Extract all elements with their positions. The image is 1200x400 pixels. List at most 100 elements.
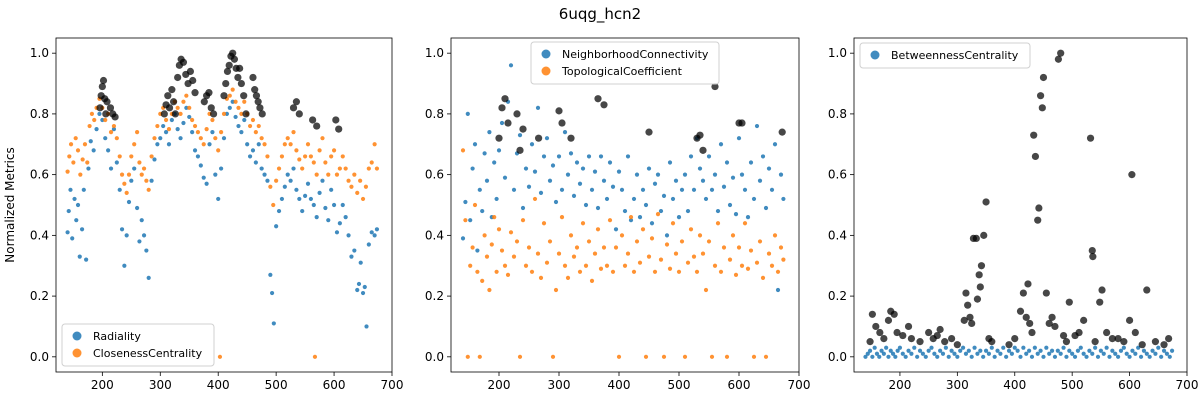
data-point bbox=[502, 263, 508, 268]
data-point bbox=[119, 227, 125, 232]
highlight-point bbox=[976, 283, 984, 291]
data-point bbox=[526, 245, 532, 250]
data-point bbox=[601, 178, 607, 183]
data-point bbox=[356, 281, 362, 287]
data-point bbox=[374, 166, 380, 171]
data-point bbox=[312, 354, 318, 359]
data-point bbox=[463, 199, 468, 205]
data-point bbox=[718, 142, 724, 147]
highlight-point bbox=[165, 104, 174, 112]
data-point bbox=[274, 178, 279, 183]
data-point bbox=[88, 139, 93, 144]
highlight-point bbox=[258, 110, 266, 118]
data-point bbox=[124, 233, 129, 238]
data-point bbox=[730, 233, 736, 238]
highlight-point bbox=[332, 116, 340, 124]
data-point bbox=[465, 111, 470, 117]
highlight-point bbox=[558, 119, 566, 127]
legend-marker bbox=[72, 331, 82, 341]
data-point bbox=[886, 354, 891, 359]
highlight-point bbox=[567, 134, 575, 142]
data-point bbox=[132, 142, 137, 147]
data-point bbox=[294, 187, 299, 192]
data-point bbox=[568, 233, 574, 238]
data-point bbox=[709, 187, 715, 192]
data-point bbox=[253, 130, 258, 135]
data-point bbox=[757, 178, 763, 183]
x-tick-label: 300 bbox=[548, 378, 571, 392]
data-point bbox=[867, 348, 873, 353]
legend-box bbox=[61, 323, 215, 367]
data-point bbox=[526, 184, 532, 189]
data-point bbox=[1093, 345, 1098, 350]
data-point bbox=[184, 93, 189, 98]
data-point bbox=[610, 269, 616, 274]
data-point bbox=[715, 221, 721, 226]
data-point bbox=[262, 142, 267, 147]
data-point bbox=[308, 196, 313, 202]
data-point bbox=[601, 245, 607, 250]
legend-label: ClosenessCentrality bbox=[93, 347, 203, 360]
data-point bbox=[781, 257, 786, 262]
data-point bbox=[517, 133, 523, 138]
data-point bbox=[465, 354, 470, 359]
data-point bbox=[210, 130, 215, 135]
data-point bbox=[166, 142, 172, 147]
data-point bbox=[631, 196, 637, 202]
data-point bbox=[230, 99, 235, 104]
data-point bbox=[216, 196, 221, 202]
highlight-point bbox=[890, 310, 898, 318]
highlight-point bbox=[174, 73, 182, 82]
data-point bbox=[637, 260, 643, 265]
data-point bbox=[329, 187, 334, 192]
data-point bbox=[874, 351, 880, 356]
data-point bbox=[1009, 351, 1014, 356]
data-point bbox=[303, 193, 308, 198]
data-point bbox=[1058, 351, 1063, 356]
data-point bbox=[366, 242, 371, 247]
highlight-point bbox=[229, 49, 237, 57]
figure-title: 6uqg_hcn2 bbox=[559, 5, 641, 24]
data-point bbox=[155, 142, 160, 147]
data-point bbox=[520, 205, 526, 211]
x-tick-label: 500 bbox=[265, 378, 288, 392]
data-point bbox=[577, 269, 583, 274]
data-point bbox=[271, 321, 276, 326]
data-point bbox=[1075, 348, 1081, 353]
data-point bbox=[538, 190, 544, 195]
highlight-point bbox=[1024, 280, 1032, 288]
data-point bbox=[1159, 354, 1164, 359]
data-point bbox=[955, 354, 960, 359]
highlight-point bbox=[1089, 253, 1097, 261]
data-point bbox=[863, 354, 868, 359]
data-point bbox=[613, 245, 619, 250]
data-point bbox=[535, 105, 541, 110]
y-tick-label: 1.0 bbox=[425, 46, 444, 60]
data-point bbox=[259, 166, 264, 171]
x-tick-label: 700 bbox=[381, 378, 404, 392]
data-point bbox=[475, 248, 480, 253]
highlight-point bbox=[236, 64, 244, 72]
data-point bbox=[1104, 345, 1109, 350]
data-point bbox=[1150, 348, 1155, 353]
highlight-point bbox=[249, 73, 257, 82]
data-point bbox=[233, 99, 238, 104]
highlight-point bbox=[899, 331, 907, 340]
x-tick-label: 300 bbox=[946, 378, 969, 392]
data-point bbox=[992, 354, 997, 359]
data-point bbox=[146, 187, 151, 192]
x-tick-label: 300 bbox=[149, 378, 172, 392]
data-point bbox=[538, 275, 544, 280]
data-point bbox=[294, 148, 299, 153]
data-point bbox=[84, 257, 89, 262]
data-point bbox=[909, 351, 914, 356]
data-point bbox=[969, 354, 974, 359]
data-point bbox=[733, 212, 739, 217]
data-point bbox=[175, 105, 180, 110]
data-point bbox=[250, 117, 256, 123]
data-point bbox=[499, 248, 505, 253]
data-point bbox=[532, 169, 538, 174]
legend-label: TopologicalCoefficient bbox=[561, 65, 683, 78]
data-point bbox=[559, 215, 565, 220]
data-point bbox=[514, 239, 520, 244]
